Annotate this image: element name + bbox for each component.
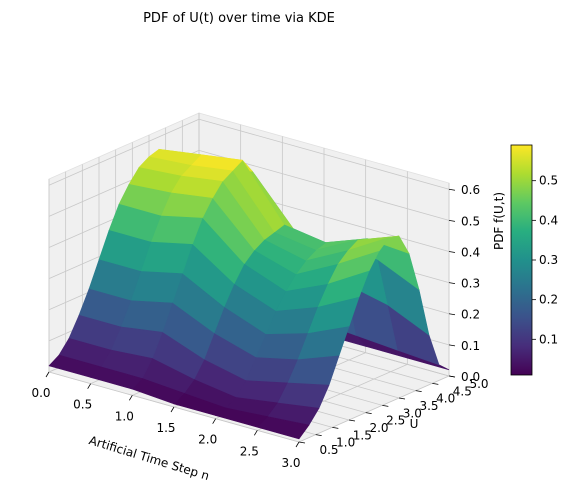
colorbar-tick-label: 0.2 <box>539 293 558 307</box>
colorbar-tick-label: 0.4 <box>539 213 558 227</box>
y-tick-label: 1.5 <box>353 428 372 442</box>
x-tick-label: 1.5 <box>156 421 175 435</box>
surface <box>48 148 450 440</box>
colorbar-tick-label: 0.5 <box>539 174 558 188</box>
x-tick-mark <box>170 406 175 413</box>
y-tick-label: 4.0 <box>436 392 455 406</box>
axis-ticks: 0.00.51.01.52.02.53.00.51.01.52.02.53.03… <box>31 183 488 470</box>
z-tick-label: 0.6 <box>461 183 480 197</box>
y-tick-mark <box>332 426 339 429</box>
y-tick-mark <box>382 404 389 407</box>
z-tick-mark <box>448 282 456 285</box>
x-tick-label: 0.0 <box>31 386 50 400</box>
y-tick-label: 2.0 <box>369 421 388 435</box>
x-tick-label: 2.5 <box>240 444 259 458</box>
x-tick-mark <box>45 371 50 378</box>
x-tick-mark <box>128 395 133 401</box>
y-tick-label: 4.5 <box>453 384 472 398</box>
x-tick-mark <box>295 441 300 448</box>
gridline <box>198 118 450 190</box>
x-tick-label: 3.0 <box>281 456 300 470</box>
y-tick-label: 0.5 <box>319 443 338 457</box>
z-tick-mark <box>448 344 456 347</box>
y-tick-label: 3.0 <box>403 406 422 420</box>
z-tick-mark <box>448 219 456 222</box>
y-axis-label: U <box>410 417 419 431</box>
y-tick-mark <box>415 390 422 393</box>
gridline <box>298 375 450 443</box>
x-tick-mark <box>212 418 217 424</box>
z-tick-mark <box>448 313 456 316</box>
colorbar-tick-label: 0.1 <box>539 332 558 346</box>
surface-patch <box>48 354 102 378</box>
z-tick-label: 0.3 <box>461 277 480 291</box>
y-tick-label: 3.5 <box>419 399 438 413</box>
x-tick-label: 1.0 <box>115 409 134 423</box>
z-tick-label: 0.1 <box>461 339 480 353</box>
y-tick-mark <box>432 382 439 385</box>
y-tick-label: 2.5 <box>386 414 405 428</box>
chart-title: PDF of U(t) over time via KDE <box>143 11 335 26</box>
z-axis-label: PDF f(U,t) <box>492 192 506 250</box>
z-tick-label: 0.5 <box>461 214 480 228</box>
x-tick-label: 0.5 <box>73 398 92 412</box>
x-tick-mark <box>253 430 258 436</box>
z-tick-label: 0.4 <box>461 246 480 260</box>
x-tick-label: 2.0 <box>198 433 217 447</box>
x-tick-mark <box>87 383 92 389</box>
y-tick-mark <box>315 434 322 437</box>
z-tick-label: 0.0 <box>461 370 480 384</box>
y-tick-mark <box>348 419 356 422</box>
z-tick-label: 0.2 <box>461 308 480 322</box>
y-tick-mark <box>365 412 372 415</box>
y-tick-mark <box>398 397 406 400</box>
gridline <box>48 118 200 186</box>
colorbar-ticks: 0.1 0.2 0.3 0.4 0.5 <box>532 174 558 346</box>
colorbar-tick-label: 0.3 <box>539 253 558 267</box>
z-tick-mark <box>448 188 456 191</box>
y-tick-mark <box>298 441 306 444</box>
z-tick-mark <box>448 251 456 253</box>
colorbar <box>510 144 533 376</box>
y-tick-label: 5.0 <box>469 377 488 391</box>
y-tick-label: 1.0 <box>336 436 355 450</box>
x-axis-label: Artificial Time Step n <box>87 433 211 483</box>
z-tick-mark <box>448 375 456 378</box>
